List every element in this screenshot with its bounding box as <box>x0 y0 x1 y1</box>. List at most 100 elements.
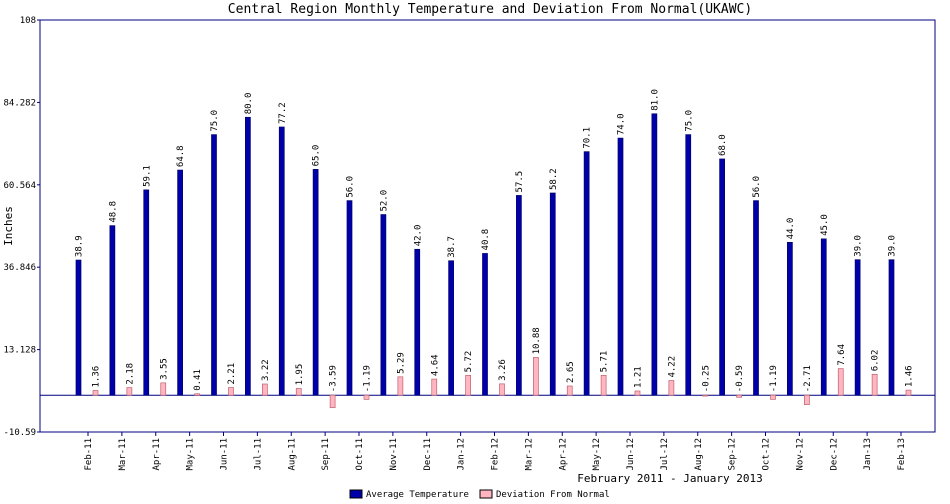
bar <box>854 259 861 396</box>
bar <box>787 241 793 396</box>
bar <box>92 390 99 396</box>
data-label: -3.59 <box>329 365 339 392</box>
data-label: 59.1 <box>142 165 152 187</box>
data-label: 48.8 <box>108 201 118 223</box>
x-tick-label: Oct-11 <box>355 438 365 471</box>
data-label: 2.21 <box>227 363 237 385</box>
data-label: 52.0 <box>379 190 389 212</box>
data-label: 1.46 <box>905 365 915 387</box>
data-label: 4.64 <box>430 354 440 376</box>
bar <box>600 375 607 396</box>
legend-label: Average Temperature <box>366 490 469 500</box>
data-label: 1.95 <box>295 364 305 386</box>
data-label: 5.29 <box>396 352 406 374</box>
data-label: 75.0 <box>684 110 694 132</box>
bar <box>668 380 675 396</box>
bar <box>194 393 200 396</box>
data-label: 0.41 <box>193 369 203 391</box>
data-label: -1.19 <box>363 365 373 392</box>
x-tick-label: Nov-11 <box>389 438 399 471</box>
bar <box>804 394 810 405</box>
bar <box>363 394 370 400</box>
data-label: 39.0 <box>888 235 898 257</box>
x-tick-label: Feb-12 <box>491 438 501 471</box>
data-label: 80.0 <box>244 93 254 115</box>
data-label: 75.0 <box>210 110 220 132</box>
data-label: 2.18 <box>125 363 135 385</box>
x-tick-label: Jul-12 <box>660 438 670 471</box>
bar <box>211 134 217 396</box>
data-label: 42.0 <box>413 225 423 247</box>
data-label: 57.5 <box>515 171 525 193</box>
x-tick-label: Feb-11 <box>84 438 94 471</box>
bar <box>719 158 725 396</box>
x-tick-label: May-11 <box>186 438 196 471</box>
y-tick-label: 108 <box>20 16 36 26</box>
data-label: 4.22 <box>667 356 677 378</box>
data-label: -0.25 <box>701 365 711 392</box>
x-tick-label: Mar-11 <box>118 438 128 471</box>
x-tick-label: Feb-13 <box>897 438 907 471</box>
plot-frame <box>39 19 936 433</box>
data-label: 38.7 <box>447 236 457 258</box>
legend-swatch <box>479 489 493 499</box>
data-label: 58.2 <box>549 168 559 190</box>
bar <box>583 151 590 396</box>
bar <box>262 383 268 396</box>
data-label: 44.0 <box>786 218 796 240</box>
y-tick-label: 60.564 <box>3 181 36 191</box>
data-label: 74.0 <box>617 113 627 135</box>
x-tick-label: Aug-11 <box>287 438 297 471</box>
data-label: 77.2 <box>278 102 288 124</box>
data-label: 5.72 <box>464 351 474 373</box>
bar <box>160 382 167 396</box>
x-axis-label: February 2011 - January 2013 <box>577 472 762 485</box>
bar <box>380 214 387 396</box>
data-label: -0.59 <box>735 365 745 392</box>
data-label: 64.8 <box>176 145 186 167</box>
x-tick-label: Mar-12 <box>524 438 534 471</box>
bar <box>431 378 438 396</box>
data-label: 1.21 <box>634 366 644 388</box>
legend-swatch <box>349 489 363 499</box>
bar <box>702 394 709 397</box>
bar <box>245 116 251 396</box>
data-label: 56.0 <box>752 176 762 198</box>
y-tick-label: 13.128 <box>3 346 36 356</box>
bar <box>871 373 878 396</box>
bar <box>499 383 505 396</box>
data-label: 10.88 <box>532 327 542 354</box>
x-tick-label: Sep-11 <box>321 438 331 471</box>
bar <box>736 394 742 398</box>
bar <box>143 189 150 396</box>
bar <box>414 248 421 396</box>
bar <box>397 376 404 396</box>
data-label: -1.19 <box>769 365 779 392</box>
data-label: 3.22 <box>261 359 271 381</box>
data-label: 5.71 <box>600 351 610 373</box>
bar <box>685 134 692 396</box>
bar <box>346 200 353 396</box>
bar <box>278 126 285 396</box>
bar <box>295 388 302 396</box>
bar <box>75 259 82 396</box>
bar <box>651 113 658 396</box>
bar <box>837 368 844 396</box>
data-label: 38.9 <box>75 235 85 257</box>
bar <box>533 357 539 396</box>
bar <box>126 387 133 396</box>
x-tick-label: Jul-11 <box>253 438 263 471</box>
bar <box>329 394 336 409</box>
y-tick-label: 36.846 <box>3 263 36 273</box>
data-label: 7.64 <box>837 344 847 366</box>
y-axis-label: Inches <box>2 206 15 246</box>
chart-title: Central Region Monthly Temperature and D… <box>228 2 752 17</box>
x-tick-label: Jan-13 <box>863 438 873 471</box>
data-label: 3.55 <box>159 358 169 380</box>
x-tick-label: Apr-12 <box>558 438 568 471</box>
data-label: 70.1 <box>583 127 593 149</box>
bar <box>634 390 641 396</box>
bar <box>312 169 319 396</box>
bar <box>109 225 116 396</box>
